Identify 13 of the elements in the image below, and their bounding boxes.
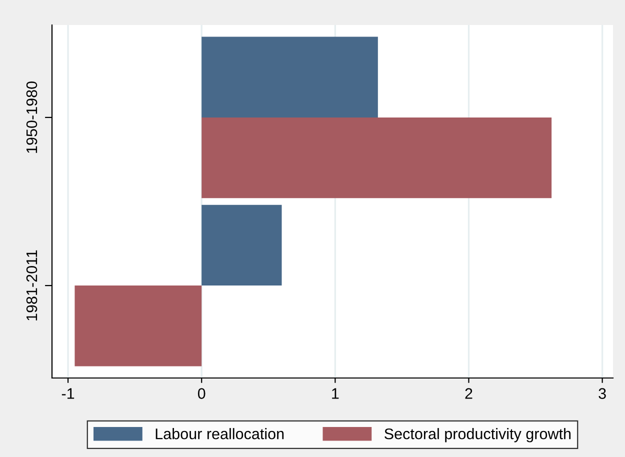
x-tick-label: -1	[62, 388, 74, 399]
bar	[202, 36, 378, 118]
x-tick-label: 2	[465, 388, 472, 399]
x-tick-label: 0	[198, 388, 206, 399]
x-tick-label: 1	[332, 388, 339, 399]
legend-label: Sectoral productivity growth	[384, 428, 571, 442]
x-tick-label: 3	[598, 388, 606, 399]
bar	[202, 117, 552, 198]
bar	[74, 286, 202, 366]
y-tick-label: 1981-2011	[26, 250, 38, 320]
legend-label: Labour reallocation	[156, 428, 284, 440]
bar	[202, 204, 282, 286]
y-tick-label: 1950-1980	[26, 82, 38, 153]
